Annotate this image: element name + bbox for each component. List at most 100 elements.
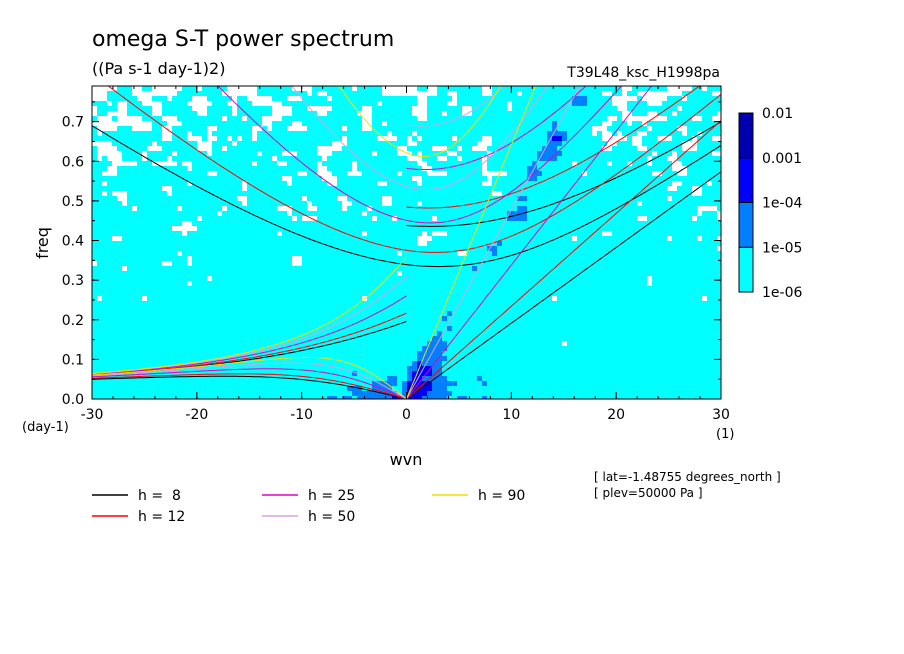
heatmap-cell <box>292 206 297 211</box>
heatmap-cell <box>377 206 382 211</box>
heatmap-cell <box>267 236 272 241</box>
heatmap-cell <box>377 226 382 231</box>
heatmap-cell <box>117 276 122 281</box>
heatmap-cell <box>552 131 557 136</box>
heatmap-cell <box>672 116 677 121</box>
heatmap-cell <box>457 106 462 111</box>
heatmap-cell <box>332 86 337 91</box>
heatmap-cell <box>377 86 382 91</box>
heatmap-cell <box>697 261 702 266</box>
heatmap-cell <box>102 251 107 256</box>
heatmap-cell <box>522 106 527 111</box>
heatmap-cell <box>672 266 677 271</box>
heatmap-cell <box>537 261 542 266</box>
heatmap-cell <box>307 291 312 296</box>
heatmap-cell <box>337 271 342 276</box>
heatmap-cell <box>502 266 507 271</box>
heatmap-cell <box>482 96 487 101</box>
heatmap-cell <box>697 251 702 256</box>
heatmap-cell <box>127 236 132 241</box>
heatmap-cell <box>467 136 472 141</box>
heatmap-cell <box>427 281 432 286</box>
heatmap-cell <box>142 261 147 266</box>
heatmap-cell <box>407 301 412 306</box>
run-label: T39L48_ksc_H1998pa <box>566 65 720 81</box>
heatmap-cell <box>702 136 707 141</box>
heatmap-cell <box>102 106 107 111</box>
heatmap-cell <box>117 296 122 301</box>
heatmap-cell <box>147 181 152 186</box>
heatmap-cell <box>257 271 262 276</box>
heatmap-cell <box>212 191 217 196</box>
heatmap-cell <box>697 216 702 221</box>
heatmap-cell <box>507 296 512 301</box>
heatmap-cell <box>597 156 602 161</box>
heatmap-cell <box>252 241 257 246</box>
heatmap-cell <box>122 166 127 171</box>
heatmap-cell <box>632 246 637 251</box>
heatmap-cell <box>202 291 207 296</box>
heatmap-cell <box>647 106 652 111</box>
heatmap-cell <box>477 306 482 311</box>
heatmap-cell <box>357 301 362 306</box>
heatmap-cell <box>232 256 237 261</box>
heatmap-cell <box>407 261 412 266</box>
heatmap-cell <box>377 291 382 296</box>
heatmap-cell <box>92 271 97 276</box>
heatmap-cell <box>332 116 337 121</box>
heatmap-cell <box>92 166 97 171</box>
heatmap-cell <box>207 106 212 111</box>
heatmap-cell <box>117 171 122 176</box>
heatmap-cell <box>452 231 457 236</box>
heatmap-cell <box>457 286 462 291</box>
heatmap-cell <box>382 111 387 116</box>
heatmap-cell <box>97 271 102 276</box>
heatmap-cell <box>112 231 117 236</box>
heatmap-cell <box>717 196 721 201</box>
heatmap-cell <box>242 151 247 156</box>
heatmap-cell <box>142 206 147 211</box>
heatmap-cell <box>562 246 567 251</box>
heatmap-cell <box>452 266 457 271</box>
heatmap-cell <box>697 241 702 246</box>
heatmap-cell <box>517 181 522 186</box>
heatmap-cell <box>272 171 277 176</box>
heatmap-cell <box>257 286 262 291</box>
heatmap-cell <box>352 191 357 196</box>
heatmap-cell <box>202 171 207 176</box>
heatmap-cell <box>127 221 132 226</box>
heatmap-cell <box>672 136 677 141</box>
heatmap-cell <box>452 196 457 201</box>
heatmap-cell <box>217 271 222 276</box>
heatmap-cell <box>497 306 502 311</box>
heatmap-cell <box>92 306 97 311</box>
heatmap-cell <box>572 276 577 281</box>
heatmap-cell <box>322 306 327 311</box>
heatmap-cell <box>412 296 417 301</box>
heatmap-cell <box>652 301 657 306</box>
heatmap-cell <box>107 296 112 301</box>
heatmap-cell <box>172 216 177 221</box>
heatmap-cell <box>297 241 302 246</box>
heatmap-cell <box>107 276 112 281</box>
heatmap-cell <box>417 271 422 276</box>
heatmap-cell <box>437 291 442 296</box>
heatmap-cell <box>467 306 472 311</box>
heatmap-cell <box>382 171 387 176</box>
heatmap-cell <box>372 206 377 211</box>
heatmap-cell <box>547 246 552 251</box>
heatmap-cell <box>527 106 532 111</box>
heatmap-cell <box>547 211 552 216</box>
heatmap-cell <box>682 241 687 246</box>
heatmap-cell <box>442 121 447 126</box>
heatmap-cell <box>572 221 577 226</box>
heatmap-cell <box>177 96 182 101</box>
heatmap-cell <box>362 206 367 211</box>
heatmap-cell <box>182 156 187 161</box>
heatmap-cell <box>332 91 337 96</box>
heatmap-cell <box>542 181 547 186</box>
heatmap-cell <box>712 291 717 296</box>
heatmap-cell <box>382 116 387 121</box>
heatmap-cell <box>147 251 152 256</box>
heatmap-cell <box>302 211 307 216</box>
